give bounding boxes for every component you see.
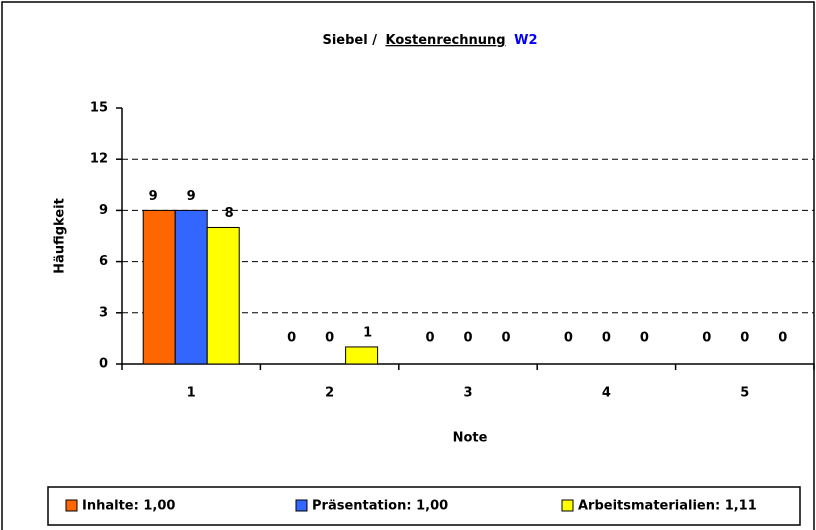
data-label: 0 [602, 331, 611, 346]
data-label: 0 [564, 331, 573, 346]
legend-swatch [65, 499, 78, 512]
y-tick-label: 0 [99, 357, 108, 372]
data-label: 0 [501, 331, 510, 346]
y-tick-label: 12 [90, 152, 108, 167]
data-label: 9 [149, 189, 158, 204]
title-part: Siebel / [322, 33, 377, 48]
x-tick-label: 1 [187, 386, 196, 401]
data-label: 0 [425, 331, 434, 346]
legend-swatch [295, 499, 308, 512]
bar [174, 209, 208, 365]
title-part: Kostenrechnung [386, 33, 506, 48]
y-tick-label: 9 [99, 203, 108, 218]
y-axis-label: Häufigkeit [53, 198, 68, 274]
x-tick-label: 5 [740, 386, 749, 401]
data-label: 0 [463, 331, 472, 346]
y-tick-label: 3 [99, 305, 108, 320]
data-label: 9 [187, 189, 196, 204]
y-tick-label: 15 [90, 101, 108, 116]
data-label: 0 [287, 331, 296, 346]
x-axis-label: Note [453, 431, 488, 446]
legend-label: Präsentation: 1,00 [312, 499, 448, 514]
legend-label: Inhalte: 1,00 [82, 499, 175, 514]
bar [142, 209, 176, 365]
data-label: 0 [640, 331, 649, 346]
data-label: 0 [702, 331, 711, 346]
chart-title: Siebel / Kostenrechnung W2 [322, 33, 537, 48]
data-label: 8 [225, 206, 234, 221]
title-part: W2 [514, 33, 537, 48]
data-label: 1 [363, 325, 372, 340]
data-label: 0 [740, 331, 749, 346]
data-label: 0 [325, 331, 334, 346]
x-tick-label: 4 [602, 386, 611, 401]
x-tick-label: 2 [325, 386, 334, 401]
y-tick-label: 6 [99, 254, 108, 269]
data-label: 0 [778, 331, 787, 346]
legend-box [47, 486, 801, 526]
legend-label: Arbeitsmaterialien: 1,11 [578, 499, 757, 514]
bar [206, 226, 240, 365]
legend-swatch [561, 499, 574, 512]
x-tick-label: 3 [463, 386, 472, 401]
bar [345, 346, 379, 365]
